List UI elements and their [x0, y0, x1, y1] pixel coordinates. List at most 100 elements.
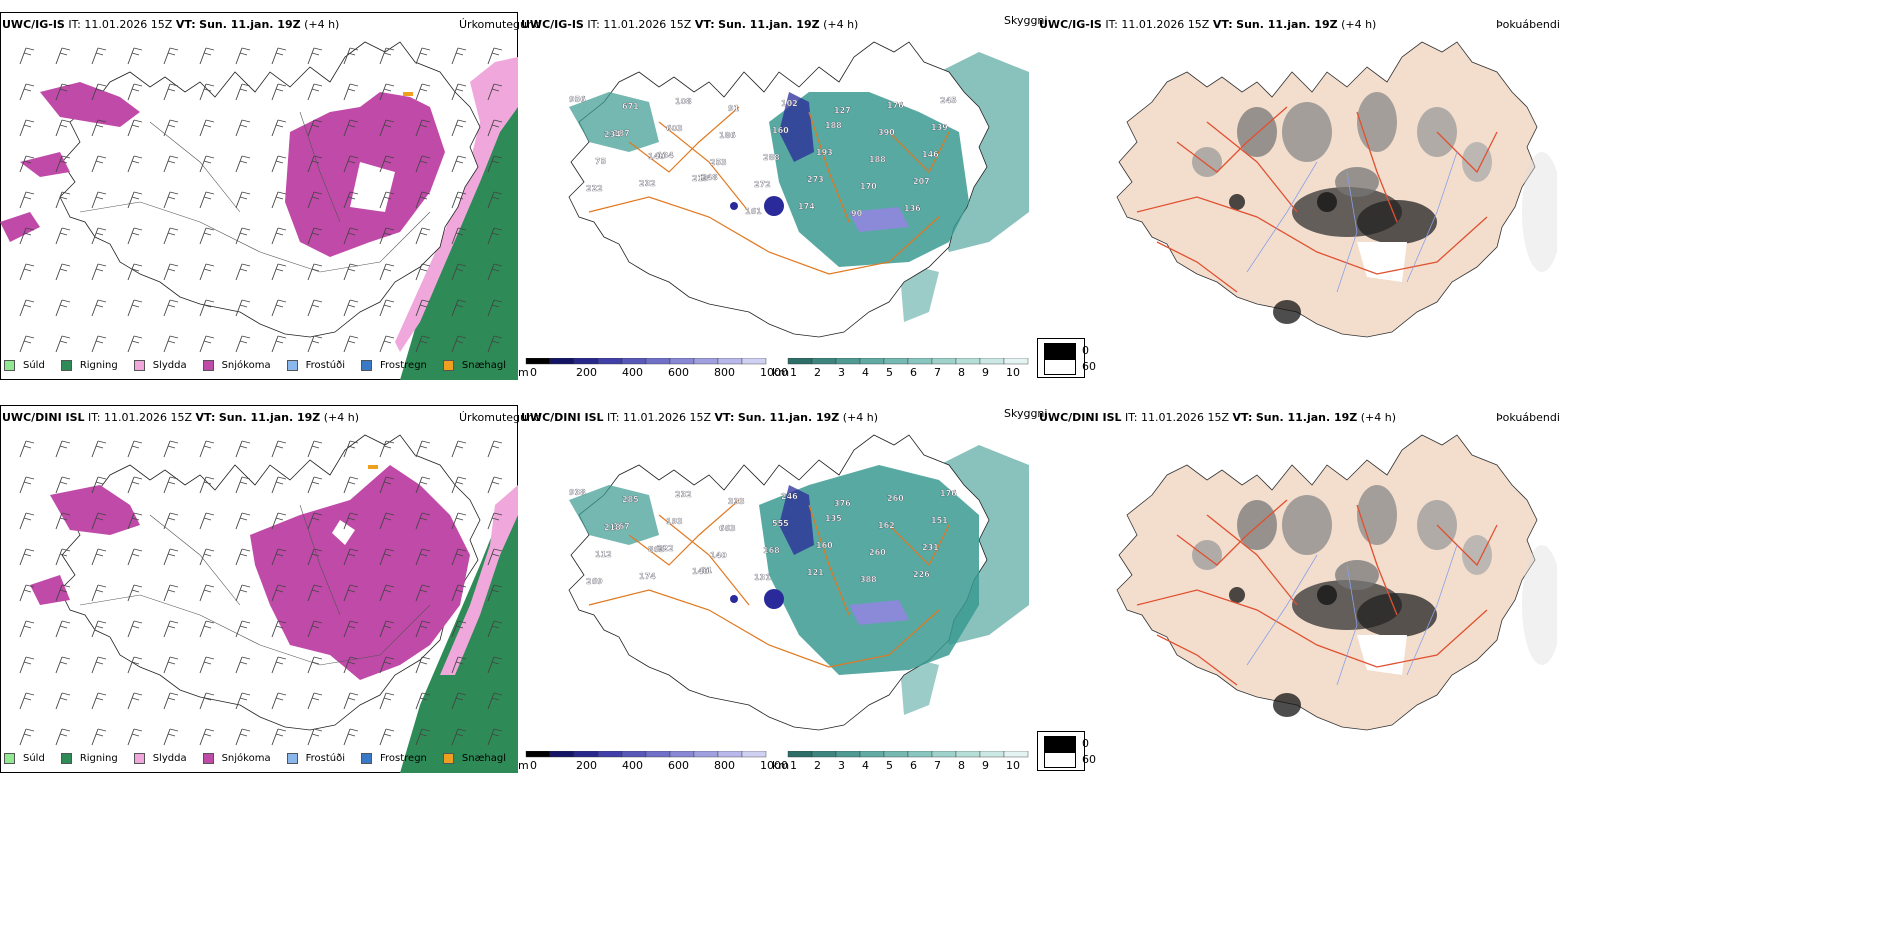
fog-legend-light-label: 60 — [1082, 360, 1096, 373]
panel-title: UWC/IG-IS IT: 11.01.2026 15Z VT: Sun. 11… — [521, 18, 859, 31]
ptype-legend-swatch — [133, 360, 145, 371]
visibility-value: 260 — [869, 548, 886, 557]
vis-bar-km-tick: 4 — [862, 759, 869, 772]
visibility-value: 956 — [569, 95, 586, 104]
visibility-value: 134 — [657, 151, 674, 160]
visibility-value: 288 — [763, 153, 780, 162]
visibility-value: 136 — [904, 204, 921, 213]
visibility-value: 174 — [639, 572, 656, 581]
visibility-value: 213 — [692, 174, 709, 183]
ptype-legend-swatch — [4, 753, 15, 764]
vis-bar-m-tick: 400 — [622, 366, 643, 379]
ptype-legend: Súld Rigning Slydda Snjókoma Frostúði Frostre… — [4, 360, 518, 371]
visibility-value: 260 — [887, 494, 904, 503]
ptype-legend-item: Rigning — [60, 360, 118, 371]
ptype-legend-label: Súld — [23, 360, 45, 371]
fog-map — [1116, 434, 1557, 731]
vis-bar-m-tick: 200 — [576, 366, 597, 379]
visibility-value: 140 — [710, 551, 727, 560]
vis-bar-m-tick: 600 — [668, 759, 689, 772]
visibility-value: 193 — [816, 148, 833, 157]
visibility-map: 956 671 108 91 102 127 176 245 287 603 186 160 188 39… — [568, 41, 1029, 338]
visibility-value: 272 — [754, 180, 771, 189]
visibility-value: 174 — [798, 202, 815, 211]
ptype-title: Úrkomutegund — [459, 18, 541, 31]
fog-legend-light-swatch — [1044, 359, 1076, 375]
visibility-title: Skyggni — [1004, 407, 1048, 420]
visibility-value: 91 — [728, 104, 740, 113]
ptype-legend-label: Frostregn — [380, 753, 427, 764]
vis-bar-km-tick: 8 — [958, 366, 965, 379]
ptype-legend: Súld Rigning Slydda Snjókoma Frostúði Frostre… — [4, 753, 518, 764]
vis-bar-m-unit: m — [518, 759, 529, 772]
ptype-legend-swatch — [202, 360, 214, 371]
visibility-value: 90 — [851, 209, 863, 218]
panel-title: UWC/DINI ISL IT: 11.01.2026 15Z VT: Sun.… — [521, 411, 879, 424]
visibility-value: 232 — [639, 179, 656, 188]
ptype-legend-item: Súld — [4, 753, 45, 764]
visibility-value: 146 — [922, 150, 939, 159]
vis-bar-m-tick: 1000 — [760, 759, 788, 772]
visibility-value: 162 — [878, 521, 895, 530]
ptype-legend-swatch — [60, 753, 72, 764]
visibility-value: 170 — [860, 182, 877, 191]
vis-bar-km-tick: 9 — [982, 366, 989, 379]
ptype-map — [0, 41, 518, 380]
visibility-value: 253 — [710, 158, 727, 167]
visibility-value: 388 — [860, 575, 877, 584]
vis-bar-m-tick: 400 — [622, 759, 643, 772]
vis-bar-m-tick: 800 — [714, 759, 735, 772]
visibility-value: 193 — [666, 517, 683, 526]
visibility-value: 218 — [604, 523, 621, 532]
vis-bar-km-tick: 4 — [862, 366, 869, 379]
vis-bar-m-tick: 800 — [714, 366, 735, 379]
ptype-legend-item: Frostregn — [361, 360, 427, 371]
visibility-value: 167 — [613, 522, 630, 531]
ptype-legend-item: Snjókoma — [202, 753, 271, 764]
vis-bar-m-tick: 200 — [576, 759, 597, 772]
vis-bar-m-tick: 0 — [530, 366, 537, 379]
visibility-title: Skyggni — [1004, 14, 1048, 27]
visibility-value: 390 — [878, 128, 895, 137]
fog-map — [1116, 41, 1557, 338]
visibility-value: 863 — [648, 545, 665, 554]
fog-legend: 0 60 — [1037, 338, 1096, 378]
ptype-legend-item: Slydda — [133, 360, 187, 371]
fog-legend-dark-swatch — [1044, 343, 1076, 359]
visibility-map: 938 285 232 333 246 376 260 176 167 193 663 555 135 1… — [568, 434, 1029, 731]
visibility-value: 135 — [825, 514, 842, 523]
visibility-value: 222 — [657, 544, 674, 553]
vis-bar-km-tick: 6 — [910, 759, 917, 772]
fog-legend: 0 60 — [1037, 731, 1096, 771]
vis-bar-km-tick: 5 — [886, 366, 893, 379]
ptype-legend-swatch — [202, 753, 214, 764]
visibility-value: 246 — [781, 492, 798, 501]
ptype-legend-item: Snæhagl — [442, 360, 506, 371]
ptype-legend-label: Snæhagl — [461, 753, 507, 764]
visibility-value: 186 — [719, 131, 736, 140]
visibility-value: 176 — [887, 101, 904, 110]
visibility-value: 121 — [807, 568, 824, 577]
ptype-legend-item: Snæhagl — [442, 753, 507, 764]
visibility-value: 139 — [931, 123, 948, 132]
vis-bar-km-tick: 9 — [982, 759, 989, 772]
visibility-value: 269 — [586, 577, 603, 586]
visibility-value: 91 — [701, 566, 713, 575]
panel-title: UWC/DINI ISL IT: 11.01.2026 15Z VT: Sun.… — [1039, 411, 1397, 424]
ptype-legend-label: Rigning — [79, 360, 118, 371]
ptype-legend-label: Snjókoma — [221, 753, 271, 764]
visibility-value: 102 — [781, 99, 798, 108]
visibility-value: 207 — [913, 177, 930, 186]
ptype-panel: Súld Rigning Slydda Snjókoma Frostúði Frostre… — [0, 405, 518, 773]
ptype-legend-item: Rigning — [60, 753, 118, 764]
visibility-value: 232 — [675, 490, 692, 499]
ptype-legend-item: Frostúði — [286, 360, 345, 371]
ptype-legend-label: Slydda — [152, 360, 187, 371]
visibility-value: 140 — [692, 567, 709, 576]
visibility-value: 127 — [834, 106, 851, 115]
fog-legend-dark-swatch — [1044, 736, 1076, 752]
visibility-value: 161 — [745, 207, 762, 216]
visibility-value: 176 — [940, 489, 957, 498]
fog-legend-light-label: 60 — [1082, 753, 1096, 766]
visibility-value: 663 — [719, 524, 736, 533]
